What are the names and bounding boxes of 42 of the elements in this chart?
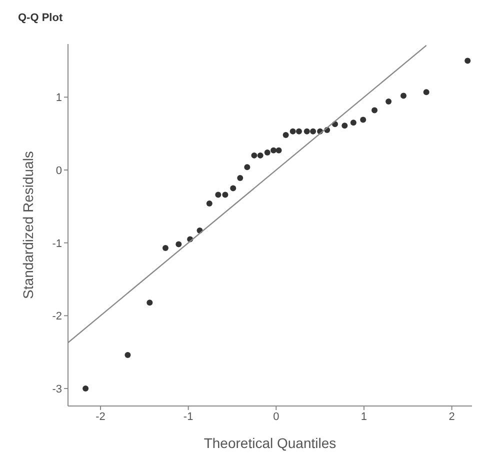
point [290, 128, 296, 134]
point [400, 92, 406, 99]
y-tick-label: -1 [52, 238, 62, 250]
point [230, 185, 236, 192]
point [257, 152, 264, 158]
point [82, 386, 89, 392]
x-tick-label: 0 [273, 410, 280, 423]
y-tick-label: 1 [56, 92, 62, 104]
point [372, 107, 378, 114]
point [304, 128, 310, 134]
y-tick-label: -2 [52, 310, 62, 323]
point [237, 175, 244, 182]
point [350, 120, 356, 126]
point [310, 128, 316, 134]
x-axis-title: Theoretical Quantiles [204, 435, 336, 451]
point [251, 152, 258, 158]
point [270, 147, 277, 154]
point [215, 192, 222, 198]
point [276, 147, 282, 154]
point [423, 89, 430, 96]
point [206, 200, 212, 207]
y-axis-title: Standardized Residuals [20, 151, 36, 299]
point [176, 241, 182, 248]
point [124, 352, 131, 358]
x-tick-label: 2 [448, 410, 455, 423]
chart-title: Q-Q Plot [18, 12, 63, 24]
point [296, 128, 302, 134]
point [264, 150, 270, 156]
point [146, 300, 153, 306]
x-tick-label: -2 [96, 410, 106, 423]
y-tick-label: 0 [56, 164, 62, 177]
point [360, 116, 366, 123]
y-tick-label: -3 [52, 383, 62, 396]
point [282, 132, 289, 138]
point [222, 192, 228, 198]
point [244, 164, 250, 170]
x-tick-label: -1 [183, 410, 194, 423]
point [162, 244, 168, 251]
x-tick-label: 1 [360, 410, 368, 423]
point [386, 98, 392, 105]
point [342, 122, 348, 129]
point [464, 58, 471, 64]
